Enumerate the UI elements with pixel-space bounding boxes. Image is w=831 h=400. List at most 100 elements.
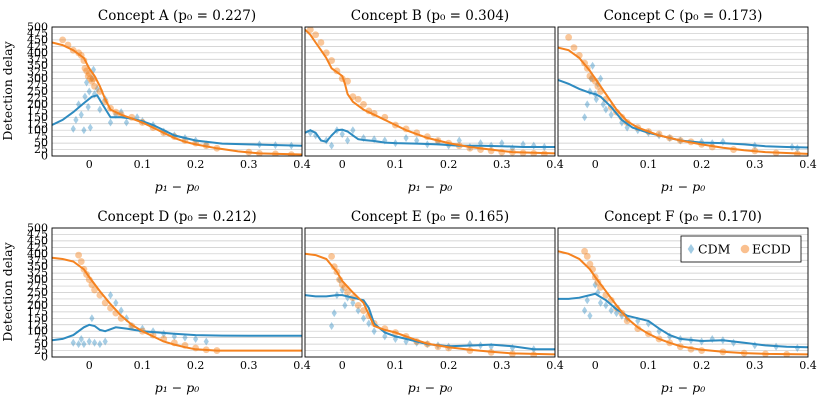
y-tick-label: 150 <box>27 111 48 124</box>
cdm-point <box>667 332 673 341</box>
panel-frame <box>304 26 556 157</box>
cdm-point <box>113 110 119 119</box>
cdm-point <box>94 84 100 93</box>
y-tick-label: 350 <box>27 260 48 273</box>
plot-area <box>305 252 555 357</box>
ecdd-point <box>581 247 588 255</box>
y-tick-label: 475 <box>27 27 48 40</box>
cdm-point <box>85 102 91 111</box>
cdm-point <box>107 291 114 300</box>
legend-cdm-marker <box>687 244 695 254</box>
ecdd-point <box>570 44 578 52</box>
cdm-point <box>592 280 598 289</box>
y-axis-label-row-2: Detection delay <box>0 241 15 341</box>
ecdd-point <box>83 67 90 75</box>
panel-frame <box>51 26 303 157</box>
trend-line-ecdd <box>52 41 302 156</box>
cdm-point <box>730 338 737 347</box>
cdm-point <box>584 100 590 109</box>
trend-line-cdm <box>305 128 555 148</box>
trend-line-ecdd <box>305 252 555 356</box>
y-tick-label: 375 <box>27 254 48 267</box>
y-tick-label: 450 <box>27 234 48 247</box>
x-tick-label: 0 <box>86 158 93 171</box>
cdm-point <box>382 332 388 341</box>
x-tick-label: 0.2 <box>187 158 205 171</box>
cdm-point <box>113 298 119 307</box>
cdm-point <box>597 74 604 83</box>
cdm-point <box>360 314 367 323</box>
ecdd-point <box>86 75 94 82</box>
cdm-point <box>403 133 409 142</box>
cdm-point <box>589 61 596 70</box>
y-tick-label: 225 <box>27 292 48 305</box>
x-tick-label: 0 <box>86 359 93 372</box>
panel-5: 0 0.1 0.2 0.3 0.4 Concept E (p₀ = 0.165) p₁ − … <box>304 209 564 395</box>
cdm-point <box>82 92 88 101</box>
plot-area <box>558 33 808 156</box>
cdm-point <box>118 306 124 315</box>
x-tick-label: 0 <box>592 158 599 171</box>
cdm-point <box>499 139 505 148</box>
cdm-point <box>87 123 93 132</box>
y-tick-label: 100 <box>27 124 48 137</box>
cdm-point <box>720 137 726 146</box>
cdm-point <box>70 338 76 347</box>
x-tick-label: 0.1 <box>387 158 405 171</box>
plot-area <box>305 27 555 156</box>
cdm-point <box>331 309 337 318</box>
y-tick-label: 275 <box>27 280 48 293</box>
y-tick-label: 200 <box>27 98 48 111</box>
plot-area <box>52 36 302 156</box>
cdm-point <box>603 301 609 310</box>
cdm-point <box>78 110 84 119</box>
series-cdm <box>581 280 800 352</box>
y-tick-label: 325 <box>27 267 48 280</box>
panel-title: Concept B (p₀ = 0.304) <box>351 8 509 24</box>
ecdd-point <box>59 36 67 44</box>
ecdd-point <box>354 302 362 309</box>
panel-frame <box>51 227 303 358</box>
x-tick-label: 0.4 <box>799 158 817 171</box>
panel-3: 0 0.1 0.2 0.3 0.4 Concept C (p₀ = 0.173) p₁ − … <box>557 8 817 194</box>
panel-2: 0 0.1 0.2 0.3 0.4 Concept B (p₀ = 0.304) p₁ − … <box>304 8 564 194</box>
y-tick-label: 175 <box>27 305 48 318</box>
x-tick-label: 0.3 <box>746 359 764 372</box>
cdm-point <box>344 293 351 302</box>
cdm-point <box>371 327 377 336</box>
cdm-point <box>342 301 348 310</box>
cdm-point <box>78 334 84 343</box>
cdm-point <box>603 105 609 114</box>
cdm-point <box>83 78 90 87</box>
y-tick-label: 75 <box>34 331 48 344</box>
ecdd-point <box>84 72 92 80</box>
trend-line-cdm <box>305 294 555 351</box>
y-tick-label: 400 <box>27 247 48 260</box>
cdm-point <box>107 118 114 127</box>
y-tick-label: 300 <box>27 273 48 286</box>
cdm-point <box>624 123 630 132</box>
cdm-point <box>203 337 209 346</box>
x-axis-label: p₁ − p₀ <box>408 179 452 194</box>
x-tick-label: 0.1 <box>387 359 405 372</box>
y-tick-label: 425 <box>27 241 48 254</box>
x-tick-label: 0.4 <box>293 359 311 372</box>
cdm-point <box>350 126 356 135</box>
y-tick-label: 0 <box>41 351 48 364</box>
ecdd-point <box>354 95 362 103</box>
cdm-point <box>581 306 588 315</box>
y-tick-label: 325 <box>27 66 48 79</box>
x-tick-label: 0.3 <box>493 158 511 171</box>
cdm-point <box>588 74 594 83</box>
cdm-point <box>91 338 98 347</box>
ecdd-point <box>77 258 85 265</box>
y-tick-label: 25 <box>34 143 48 156</box>
ecdd-point <box>328 252 335 260</box>
cdm-point <box>182 333 188 342</box>
y-tick-label: 500 <box>27 21 48 34</box>
cdm-point <box>344 136 351 145</box>
x-tick-label: 0.3 <box>493 359 511 372</box>
ecdd-point <box>583 252 591 260</box>
trend-line-cdm <box>52 323 302 342</box>
